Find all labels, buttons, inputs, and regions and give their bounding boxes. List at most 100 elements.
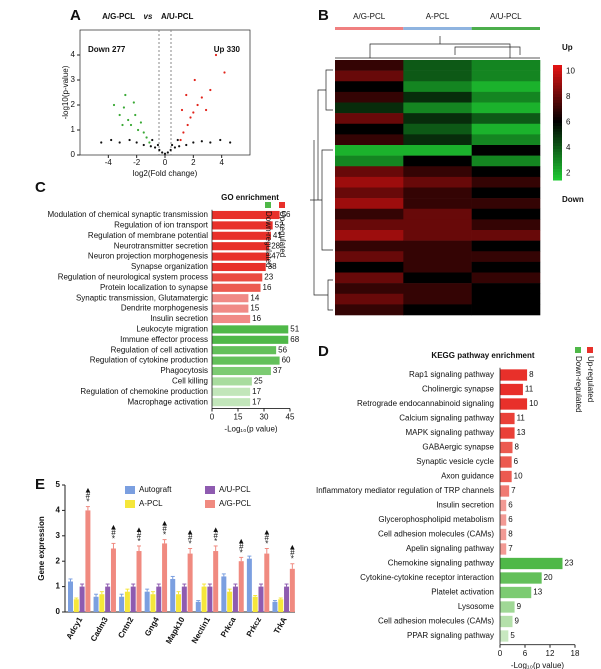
heat-cell (403, 166, 472, 178)
x-tick-label: 12 (546, 649, 555, 658)
x-axis-label: -Log₁₀(p value) (511, 661, 564, 669)
colorbar-step (553, 139, 562, 144)
heat-cell (335, 230, 404, 241)
title-part: A/G-PCL (102, 12, 135, 21)
bar (212, 221, 273, 230)
y-tick-label: 4 (71, 50, 76, 59)
y-tick-label: 2 (71, 100, 76, 109)
x-tick-label: 0 (163, 158, 168, 167)
x-tick-label: Prkcz (245, 616, 263, 639)
bar (105, 586, 111, 612)
count-label: 56 (278, 345, 287, 354)
x-tick-label: Cntn2 (116, 615, 135, 640)
heat-cell (471, 219, 541, 231)
column-strip (403, 27, 472, 30)
bar (500, 557, 563, 570)
colorbar-low: Down (562, 195, 584, 204)
point (182, 131, 185, 134)
category-label: Dendrite morphogenesis (121, 304, 208, 313)
count-label: 11 (517, 414, 526, 423)
count-label: 17 (252, 397, 261, 406)
heat-cell (471, 240, 541, 252)
column-label: A/U-PCL (490, 12, 522, 21)
colorbar-step (553, 145, 562, 149)
point (100, 141, 103, 144)
category-label: Inflammatory mediator regulation of TRP … (316, 486, 494, 495)
category-label: Lysosome (458, 602, 495, 611)
colorbar-label: 2 (566, 169, 571, 178)
point (118, 113, 121, 117)
x-tick-label: 15 (234, 413, 243, 422)
point (200, 96, 203, 99)
heat-cell (403, 304, 472, 316)
bar (284, 586, 290, 612)
y-tick-label: 2 (56, 556, 61, 565)
colorbar-step (553, 76, 562, 80)
heat-cell (471, 187, 541, 199)
point (142, 143, 145, 147)
legend-swatch (205, 500, 215, 508)
count-label: 10 (529, 399, 538, 408)
heat-cell (471, 134, 541, 146)
bar (201, 586, 207, 612)
category-label: Regulation of cytokine production (90, 356, 208, 365)
bar (212, 314, 251, 324)
y-tick-label: 1 (56, 582, 61, 591)
count-label: 28 (271, 241, 280, 250)
heat-cell (403, 134, 472, 146)
heat-cell (335, 272, 404, 284)
colorbar-step (553, 162, 562, 167)
heat-cell (471, 251, 541, 263)
category-label: Phagocytosis (160, 366, 208, 375)
heat-cell (335, 219, 404, 231)
bar (144, 591, 150, 612)
y-tick-label: 3 (71, 75, 76, 84)
colorbar-step (553, 165, 562, 169)
panel-letter: B (318, 7, 329, 24)
bar (212, 304, 249, 313)
point (176, 138, 179, 142)
dendrograms (310, 36, 540, 311)
category-label: PPAR signaling pathway (407, 631, 494, 640)
point (151, 138, 154, 142)
heat-cell (471, 60, 541, 71)
point (129, 123, 133, 127)
bar (500, 441, 513, 454)
count-label: 37 (273, 366, 282, 375)
colorbar-step (553, 177, 562, 181)
legend-swatch (575, 347, 581, 353)
count-label: 38 (268, 262, 277, 271)
heat-cell (335, 304, 404, 316)
legend-label: A/U-PCL (219, 485, 251, 494)
point (149, 145, 152, 148)
bar (246, 558, 252, 612)
bar (212, 366, 271, 376)
heat-cell (335, 283, 404, 295)
y-tick-label: 0 (71, 150, 76, 159)
point (161, 151, 164, 154)
bar (79, 586, 85, 612)
count-label: 17 (252, 387, 261, 396)
x-tick-label: -4 (105, 158, 113, 167)
colorbar-label: 8 (566, 92, 571, 101)
point (209, 141, 212, 144)
bar (212, 242, 270, 251)
column-strip (335, 27, 404, 30)
heat-cell (403, 113, 472, 125)
colorbar-step (553, 67, 562, 72)
bar (500, 528, 507, 541)
count-label: 5 (510, 631, 515, 640)
bar (500, 383, 523, 396)
colorbar-step (553, 122, 562, 126)
category-label: Cell killing (172, 377, 208, 386)
heat-cell (335, 102, 404, 114)
point (219, 138, 222, 142)
colorbar-step (553, 85, 562, 89)
heat-cell (471, 123, 541, 135)
colorbar-step (553, 111, 562, 115)
heat-cell (335, 293, 404, 305)
colorbar-step (553, 119, 562, 123)
x-tick-label: Adcy1 (65, 615, 85, 641)
x-tick-label: TrkA (272, 615, 289, 635)
bar (227, 591, 233, 612)
